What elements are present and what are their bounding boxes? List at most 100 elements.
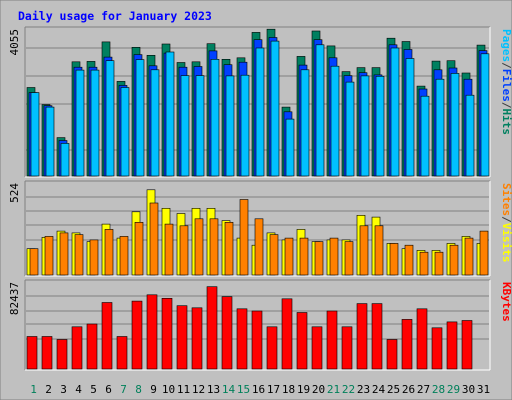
bar-pages-day-16 (255, 47, 265, 177)
bar-sites-day-15 (239, 199, 249, 276)
bar-kbytes-day-20 (311, 326, 323, 370)
series-legend-label: Sites/Visits (500, 183, 512, 263)
bar-pages-day-15 (240, 74, 250, 177)
bar-sites-day-6 (104, 229, 114, 276)
bar-pages-day-19 (300, 69, 310, 177)
x-tick-label-day-4: 4 (75, 383, 82, 396)
bar-kbytes-day-16 (251, 310, 263, 370)
bar-kbytes-day-27 (416, 308, 428, 370)
x-tick-label-day-10: 10 (162, 383, 175, 396)
bar-kbytes-day-12 (191, 307, 203, 370)
x-tick-label-day-30: 30 (462, 383, 475, 396)
panel-visits-sites: 524 Sites/Visits (8, 180, 512, 277)
bar-kbytes-day-8 (131, 300, 143, 370)
x-tick-label-day-13: 13 (207, 383, 220, 396)
x-tick-label-day-17: 17 (267, 383, 280, 396)
x-tick-label-day-3: 3 (60, 383, 67, 396)
bar-sites-day-28 (434, 251, 444, 276)
bar-pages-day-6 (105, 60, 115, 177)
x-tick-label-day-21: 21 (327, 383, 340, 396)
legend-text: Files (500, 69, 512, 102)
x-tick-label-day-16: 16 (252, 383, 265, 396)
x-tick-label-day-18: 18 (282, 383, 295, 396)
bar-sites-day-26 (404, 244, 414, 276)
x-tick-label-day-31: 31 (477, 383, 490, 396)
bar-sites-day-13 (209, 218, 219, 276)
legend-text: Visits (500, 223, 512, 263)
bar-kbytes-day-7 (116, 336, 128, 370)
bar-kbytes-day-29 (446, 321, 458, 370)
bar-kbytes-day-3 (56, 339, 68, 370)
bar-sites-day-24 (374, 225, 384, 276)
x-tick-label-day-20: 20 (312, 383, 325, 396)
x-tick-label-day-1: 1 (30, 383, 37, 396)
panel-hits-files-pages: 4055 Pages/Files/Hits (8, 26, 512, 178)
bar-sites-day-21 (329, 237, 339, 276)
bar-sites-day-17 (269, 234, 279, 276)
bar-sites-day-4 (74, 234, 84, 276)
bar-pages-day-5 (90, 69, 100, 177)
bar-pages-day-24 (375, 76, 385, 177)
x-tick-label-day-23: 23 (357, 383, 370, 396)
x-tick-label-day-11: 11 (177, 383, 190, 396)
bar-kbytes-day-13 (206, 286, 218, 370)
x-tick-label-day-29: 29 (447, 383, 460, 396)
bar-sites-day-14 (224, 222, 234, 276)
legend-text: Pages (500, 29, 512, 62)
bar-sites-day-9 (149, 202, 159, 276)
bar-kbytes-day-10 (161, 297, 173, 370)
bar-pages-day-7 (120, 87, 130, 177)
bar-kbytes-day-4 (71, 326, 83, 370)
bar-kbytes-day-6 (101, 302, 113, 370)
bar-pages-day-31 (480, 53, 490, 177)
bar-pages-day-25 (390, 47, 400, 177)
legend-text: Hits (500, 109, 512, 136)
x-tick-label-day-15: 15 (237, 383, 250, 396)
bar-pages-day-30 (465, 94, 475, 177)
series-legend-label: Pages/Files/Hits (500, 29, 512, 135)
bar-sites-day-2 (44, 236, 54, 276)
y-axis-max-label: 82437 (8, 282, 21, 315)
bar-kbytes-day-23 (356, 303, 368, 370)
bar-sites-day-8 (134, 222, 144, 276)
legend-text: KBytes (500, 282, 512, 322)
chart-title: Daily usage for January 2023 (18, 9, 212, 23)
bar-sites-day-12 (194, 218, 204, 276)
bar-sites-day-31 (479, 230, 489, 276)
x-tick-label-day-26: 26 (402, 383, 415, 396)
x-tick-label-day-7: 7 (120, 383, 127, 396)
bar-pages-day-23 (360, 75, 370, 177)
bar-pages-day-1 (30, 92, 40, 177)
bar-kbytes-day-19 (296, 312, 308, 370)
bar-kbytes-day-1 (26, 336, 38, 370)
bar-kbytes-day-30 (461, 320, 473, 370)
legend-text: Sites (500, 183, 512, 216)
bar-kbytes-day-22 (341, 326, 353, 370)
legend-text: / (500, 62, 512, 69)
x-tick-label-day-28: 28 (432, 383, 445, 396)
bar-kbytes-day-28 (431, 327, 443, 370)
bar-kbytes-day-15 (236, 308, 248, 370)
x-tick-label-day-14: 14 (222, 383, 236, 396)
bar-kbytes-day-11 (176, 305, 188, 370)
bar-kbytes-day-18 (281, 298, 293, 370)
bar-pages-day-9 (150, 69, 160, 177)
bar-kbytes-day-9 (146, 294, 158, 370)
bar-pages-day-17 (270, 40, 280, 177)
y-axis-max-label: 524 (8, 183, 21, 203)
bar-pages-day-3 (60, 143, 70, 177)
x-tick-label-day-6: 6 (105, 383, 112, 396)
bar-sites-day-30 (464, 237, 474, 276)
x-tick-label-day-5: 5 (90, 383, 97, 396)
x-tick-label-day-2: 2 (45, 383, 52, 396)
x-tick-label-day-25: 25 (387, 383, 400, 396)
bar-kbytes-day-24 (371, 303, 383, 370)
bar-pages-day-21 (330, 65, 340, 177)
bar-pages-day-22 (345, 81, 355, 177)
bar-sites-day-22 (344, 241, 354, 276)
bar-sites-day-27 (419, 251, 429, 276)
x-tick-label-day-24: 24 (372, 383, 386, 396)
bar-pages-day-2 (45, 106, 55, 177)
x-tick-label-day-27: 27 (417, 383, 430, 396)
